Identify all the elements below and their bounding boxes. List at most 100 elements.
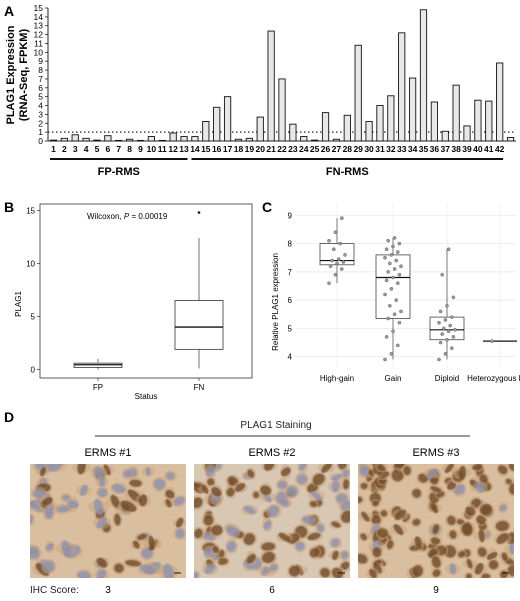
panel-a-group-label: FP-RMS (98, 166, 140, 178)
panel-a-group-label: FN-RMS (326, 166, 369, 178)
panel-c-point (392, 236, 397, 240)
panel-a-y-tick-label: 6 (38, 83, 43, 93)
panel-a-y-tick-label: 1 (38, 127, 43, 137)
cell-nucleus (103, 464, 111, 476)
panel-c-point (327, 238, 331, 243)
cell-nucleus (431, 503, 439, 514)
cell-nucleus (474, 562, 484, 575)
cell-nucleus (67, 499, 79, 509)
cell-nucleus (331, 567, 344, 578)
staining-title: PLAG1 Staining (240, 420, 311, 431)
ihc-score-label: IHC Score: (30, 585, 79, 596)
cell-nucleus (79, 484, 88, 497)
panel-a-bar (463, 125, 471, 142)
panel-a-x-tick-label: 26 (321, 144, 331, 154)
panel-c-point (437, 357, 441, 362)
panel-c-x-tick-label: Heterozygous loss (467, 374, 520, 383)
cell-nucleus (446, 515, 456, 526)
cell-nucleus (332, 550, 339, 561)
cell-nucleus (394, 509, 406, 521)
panel-a-x-tick-label: 4 (84, 144, 89, 154)
panel-a-bar (311, 139, 319, 142)
cell-nucleus (456, 519, 465, 525)
cell-nucleus (372, 500, 379, 507)
cell-nucleus (235, 483, 246, 492)
panel-a-x-tick-label: 35 (419, 144, 429, 154)
panel-c-y-tick-label: 8 (288, 240, 293, 249)
cell-nucleus (96, 517, 108, 529)
cell-nucleus (267, 505, 280, 517)
panel-a-bar (474, 99, 482, 142)
cell-nucleus (96, 569, 107, 578)
panel-a-bar (180, 136, 188, 142)
panel-c-point (443, 352, 448, 356)
cell-nucleus (42, 497, 53, 506)
panel-a-x-tick-label: 12 (168, 144, 178, 154)
panel-c-point (389, 287, 394, 291)
cell-nucleus (194, 497, 203, 509)
panel-a-bar (300, 136, 308, 142)
panel-c-y-tick-label: 6 (288, 296, 293, 305)
panel-a-y-tick-label: 5 (38, 92, 43, 102)
cell-nucleus (466, 558, 473, 569)
panel-c-point (383, 357, 387, 362)
panel-a-bar (496, 62, 504, 142)
cell-nucleus (505, 478, 513, 485)
panel-c-point (389, 253, 394, 257)
panel-c-point (387, 261, 392, 266)
cell-nucleus (509, 483, 514, 495)
panel-a-x-tick-label: 7 (116, 144, 121, 154)
cell-nucleus (123, 470, 132, 478)
panel-c-point (384, 335, 389, 339)
cell-nucleus (465, 506, 476, 516)
panel-c-point (330, 258, 334, 263)
panel-a-x-tick-label: 21 (266, 144, 276, 154)
cell-nucleus (62, 494, 70, 501)
staining-micrograph (194, 464, 350, 578)
cell-nucleus (194, 572, 199, 578)
cell-nucleus (465, 573, 472, 578)
cell-nucleus (443, 545, 457, 558)
cell-nucleus (194, 528, 203, 539)
panel-a-x-tick-label: 17 (223, 144, 233, 154)
panel-a-bar (93, 139, 101, 142)
cell-nucleus (173, 496, 185, 506)
cell-nucleus (478, 529, 485, 543)
cell-nucleus (226, 487, 235, 497)
panel-a-bar (115, 139, 123, 142)
cell-nucleus (444, 477, 453, 485)
panel-c-point (332, 247, 336, 252)
panel-a-bar (365, 121, 373, 142)
cell-nucleus (278, 532, 291, 542)
panel-c-point (395, 250, 400, 254)
panel-c-point (327, 281, 331, 285)
cell-nucleus (96, 557, 108, 568)
cell-nucleus (77, 570, 91, 578)
cell-nucleus (444, 464, 454, 474)
panel-b-y-tick-label: 0 (31, 366, 36, 375)
cell-nucleus (320, 567, 331, 578)
cell-nucleus (435, 545, 447, 556)
cell-nucleus (453, 484, 465, 495)
panel-a-x-tick-label: 28 (343, 144, 353, 154)
panel-a-y-tick-label: 4 (38, 101, 43, 111)
panel-c-point (397, 241, 402, 246)
panel-c-point (443, 318, 448, 322)
cell-nucleus (377, 464, 386, 472)
panel-c-point (335, 261, 339, 266)
panel-c-point (438, 309, 443, 314)
panel-a-x-tick-label: 19 (245, 144, 255, 154)
cell-nucleus (391, 469, 404, 482)
panel-c-point (394, 258, 398, 263)
panel-a-bar (191, 136, 199, 142)
staining-micrograph (358, 464, 514, 578)
panel-a-bar (256, 116, 264, 142)
cell-nucleus (330, 538, 340, 547)
panel-a-bar (408, 77, 417, 142)
cell-nucleus (342, 478, 350, 490)
panel-b-xlabel: Status (135, 392, 158, 401)
cell-nucleus (35, 563, 50, 576)
cell-nucleus (114, 513, 121, 526)
cell-nucleus (141, 547, 153, 559)
panel-a-y-tick-label: 14 (34, 12, 44, 22)
